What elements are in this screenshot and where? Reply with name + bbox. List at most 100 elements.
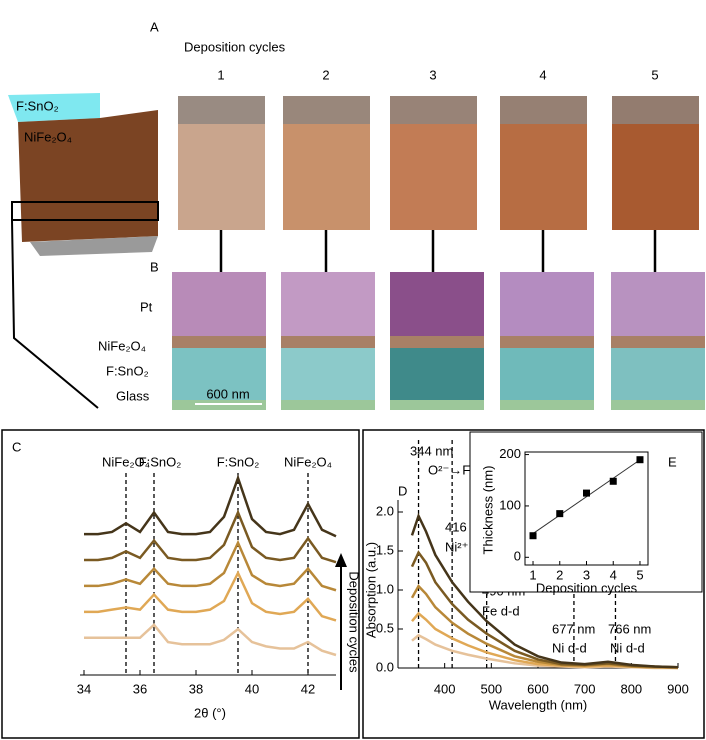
panel-label: E bbox=[668, 454, 677, 469]
panel-c-frame bbox=[1, 429, 360, 739]
cycle-number: 2 bbox=[322, 67, 329, 82]
xrd-curve bbox=[84, 622, 337, 657]
arrow-head bbox=[335, 553, 347, 567]
sem-nife2o4 bbox=[281, 336, 375, 348]
y-axis-title: Thickness (nm) bbox=[480, 466, 495, 555]
panel-label: C bbox=[12, 439, 21, 454]
sem-glass bbox=[390, 400, 484, 410]
photo-top bbox=[612, 96, 699, 124]
layer-label: Glass bbox=[116, 388, 150, 403]
panel-label: D bbox=[398, 483, 407, 498]
x-tick-label: 1 bbox=[529, 567, 536, 582]
shadow bbox=[30, 236, 158, 256]
x-tick-label: 3 bbox=[583, 567, 590, 582]
y-tick-label: 0.0 bbox=[376, 659, 394, 674]
x-tick-label: 800 bbox=[620, 681, 642, 696]
panel-label: B bbox=[150, 259, 159, 274]
x-tick-label: 900 bbox=[667, 681, 689, 696]
photo-top bbox=[390, 96, 477, 124]
data-point bbox=[529, 532, 537, 540]
cycle-number: 3 bbox=[429, 67, 436, 82]
sem-pt bbox=[611, 272, 705, 336]
x-axis-title: 2θ (°) bbox=[194, 705, 226, 720]
arrow-label: Deposition cycles bbox=[347, 571, 362, 673]
sem-fto bbox=[172, 348, 266, 400]
x-axis-title: Deposition cycles bbox=[536, 580, 638, 595]
x-tick-label: 700 bbox=[574, 681, 596, 696]
peak-label: F:SnO₂ bbox=[217, 454, 260, 469]
cycle-number: 5 bbox=[651, 67, 658, 82]
y-tick-label: 1.5 bbox=[376, 542, 394, 557]
y-tick-label: 200 bbox=[499, 446, 521, 461]
sem-pt bbox=[281, 272, 375, 336]
photo-top bbox=[500, 96, 587, 124]
scale-bar-label: 600 nm bbox=[206, 386, 249, 401]
schematic-label: NiFe₂O₄ bbox=[24, 129, 72, 144]
x-axis-title: Wavelength (nm) bbox=[489, 697, 588, 712]
zoom-box bbox=[11, 201, 159, 221]
x-tick-label: 36 bbox=[133, 681, 147, 696]
x-tick-label: 40 bbox=[245, 681, 259, 696]
band-label: 344 nm bbox=[410, 443, 453, 458]
sem-pt bbox=[172, 272, 266, 336]
y-tick-label: 0.5 bbox=[376, 620, 394, 635]
data-point bbox=[609, 477, 617, 485]
sem-nife2o4 bbox=[390, 336, 484, 348]
sem-nife2o4 bbox=[611, 336, 705, 348]
sem-glass bbox=[500, 400, 594, 410]
band-label: Ni d-d bbox=[552, 640, 587, 655]
x-tick-label: 2 bbox=[556, 567, 563, 582]
peak-label: NiFe₂O₄ bbox=[284, 454, 332, 469]
cycle-number: 1 bbox=[217, 67, 224, 82]
layer-label: Pt bbox=[140, 299, 153, 314]
absorption-curve bbox=[410, 512, 679, 669]
x-tick-label: 5 bbox=[636, 567, 643, 582]
photo-top bbox=[283, 96, 370, 124]
x-tick-label: 34 bbox=[77, 681, 91, 696]
y-tick-label: 2.0 bbox=[376, 503, 394, 518]
x-tick-label: 4 bbox=[610, 567, 617, 582]
x-tick-label: 42 bbox=[301, 681, 315, 696]
peak-label: F:SnO₂ bbox=[139, 454, 182, 469]
x-tick-label: 38 bbox=[189, 681, 203, 696]
sem-fto bbox=[390, 348, 484, 400]
panel-heading: Deposition cycles bbox=[184, 39, 286, 54]
schematic-label: F:SnO₂ bbox=[16, 98, 59, 113]
band-label: Fe d-d bbox=[482, 603, 520, 618]
panel-d-frame bbox=[362, 429, 705, 739]
panel-label: A bbox=[150, 19, 159, 34]
data-point bbox=[636, 456, 644, 464]
nife2o4-block bbox=[18, 110, 158, 242]
sem-glass bbox=[281, 400, 375, 410]
sem-nife2o4 bbox=[500, 336, 594, 348]
y-tick-label: 0 bbox=[514, 549, 521, 564]
sem-nife2o4 bbox=[172, 336, 266, 348]
sem-pt bbox=[390, 272, 484, 336]
sem-pt bbox=[500, 272, 594, 336]
sem-glass bbox=[611, 400, 705, 410]
sem-fto bbox=[500, 348, 594, 400]
sem-fto bbox=[281, 348, 375, 400]
xrd-curve bbox=[84, 539, 337, 592]
xrd-curve bbox=[84, 570, 337, 622]
y-tick-label: 100 bbox=[499, 497, 521, 512]
y-axis-title: Absorption (a.u.) bbox=[363, 542, 378, 638]
layer-label: F:SnO₂ bbox=[106, 363, 149, 378]
x-tick-label: 500 bbox=[480, 681, 502, 696]
band-label: 766 nm bbox=[608, 621, 651, 636]
xrd-curve bbox=[84, 474, 337, 538]
peak-label: NiFe₂O₄ bbox=[102, 454, 150, 469]
sem-fto bbox=[611, 348, 705, 400]
trendline bbox=[532, 459, 641, 534]
band-label: 677 nm bbox=[552, 621, 595, 636]
x-tick-label: 400 bbox=[434, 681, 456, 696]
photo-top bbox=[178, 96, 265, 124]
y-tick-label: 1.0 bbox=[376, 581, 394, 596]
x-tick-label: 600 bbox=[527, 681, 549, 696]
band-label: Ni d-d bbox=[610, 640, 645, 655]
cycle-number: 4 bbox=[539, 67, 546, 82]
layer-label: NiFe₂O₄ bbox=[98, 338, 146, 353]
data-point bbox=[583, 489, 590, 497]
data-point bbox=[556, 510, 564, 518]
